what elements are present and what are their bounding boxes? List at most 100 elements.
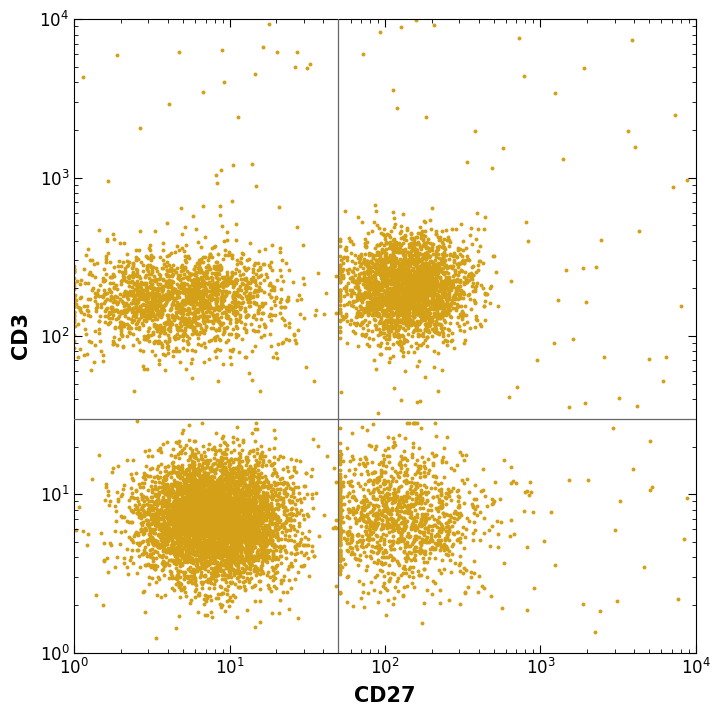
Point — [134, 281, 145, 293]
Point — [381, 273, 393, 285]
Point — [208, 520, 219, 531]
Point — [226, 267, 238, 278]
Point — [368, 282, 380, 293]
Point — [147, 300, 159, 312]
Point — [376, 288, 388, 300]
Point — [150, 490, 162, 501]
Point — [238, 520, 250, 531]
Point — [222, 497, 234, 508]
Point — [391, 294, 403, 305]
Point — [183, 526, 194, 538]
Point — [248, 485, 260, 496]
Point — [346, 427, 357, 439]
Point — [215, 558, 227, 569]
Point — [406, 318, 418, 329]
Point — [347, 485, 359, 497]
Point — [414, 548, 426, 559]
Point — [437, 304, 448, 315]
Point — [184, 597, 196, 609]
Point — [237, 437, 248, 448]
Point — [444, 515, 456, 526]
Point — [178, 569, 190, 581]
Point — [232, 453, 244, 465]
Point — [165, 489, 177, 500]
Point — [174, 462, 186, 474]
Point — [118, 318, 130, 330]
Point — [388, 299, 400, 310]
Point — [201, 502, 212, 513]
Point — [212, 283, 223, 295]
Point — [244, 237, 256, 249]
Point — [414, 279, 426, 290]
Point — [219, 535, 231, 546]
Point — [286, 502, 297, 513]
Point — [221, 518, 232, 529]
Point — [161, 291, 173, 303]
Point — [257, 508, 269, 519]
Point — [97, 291, 109, 303]
Point — [151, 561, 162, 572]
Point — [201, 496, 212, 508]
Point — [213, 492, 225, 503]
Point — [334, 568, 345, 579]
Point — [219, 521, 231, 532]
Point — [382, 308, 393, 320]
Point — [432, 280, 443, 292]
Point — [401, 580, 413, 592]
Point — [415, 497, 427, 508]
Point — [232, 490, 243, 502]
Point — [212, 539, 224, 551]
Point — [422, 268, 433, 280]
Point — [171, 481, 183, 493]
Point — [171, 571, 183, 583]
Point — [277, 518, 289, 530]
Point — [406, 286, 418, 298]
Point — [406, 243, 418, 255]
Point — [149, 484, 160, 495]
Point — [399, 286, 411, 298]
Point — [375, 258, 387, 270]
Point — [173, 525, 184, 536]
Point — [173, 548, 184, 559]
Point — [238, 559, 249, 570]
Point — [165, 554, 176, 566]
Point — [347, 272, 359, 284]
Point — [377, 559, 388, 570]
Point — [433, 564, 445, 575]
Point — [237, 444, 248, 455]
Point — [249, 517, 261, 528]
Point — [238, 268, 249, 280]
Point — [214, 519, 225, 531]
Point — [211, 267, 222, 278]
Point — [523, 490, 535, 501]
Point — [364, 282, 375, 294]
Point — [383, 269, 394, 280]
Point — [139, 467, 150, 478]
Point — [408, 270, 419, 282]
Point — [210, 462, 222, 474]
Point — [355, 507, 366, 518]
Point — [166, 501, 178, 513]
Point — [411, 480, 422, 492]
Point — [195, 241, 206, 252]
Point — [410, 488, 422, 499]
Point — [227, 495, 239, 506]
Point — [157, 486, 169, 498]
Point — [204, 518, 216, 529]
Point — [240, 496, 251, 508]
Point — [138, 345, 149, 356]
Point — [388, 303, 400, 314]
Point — [645, 484, 656, 495]
Point — [398, 282, 409, 294]
Point — [195, 322, 206, 333]
Point — [183, 546, 194, 558]
Point — [142, 259, 154, 270]
Point — [226, 540, 238, 551]
Point — [436, 282, 448, 293]
Point — [271, 514, 282, 526]
Point — [367, 289, 379, 300]
Point — [213, 284, 225, 295]
Point — [386, 244, 397, 255]
Point — [232, 545, 244, 556]
Point — [90, 302, 102, 313]
